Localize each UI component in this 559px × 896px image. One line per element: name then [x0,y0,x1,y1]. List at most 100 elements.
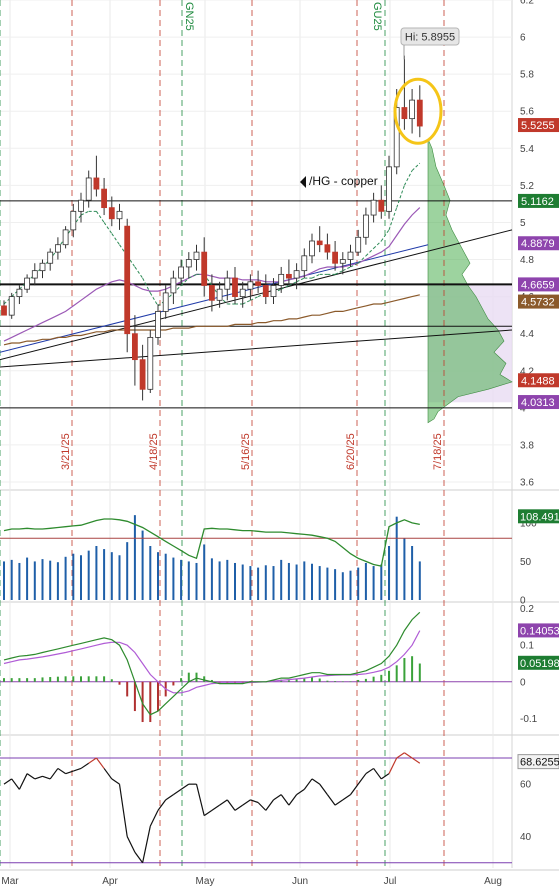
candle [401,107,408,120]
volume-bar [164,553,167,600]
y-tick-label: 4.2 [520,366,534,377]
volume-bar [180,559,183,600]
volume-bar [303,561,306,600]
trailing-stop-segment [80,210,89,216]
macd-histogram-bar [341,681,344,683]
volume-bar [364,562,367,600]
macd-panel [0,611,512,723]
oscillator-segment [26,773,36,780]
volume-bar [126,542,129,600]
x-tick-label-may: May [196,876,215,887]
price-tag-label: 5.1162 [521,196,554,208]
volume-bar [72,553,75,600]
volume-bar [264,565,267,600]
volume-bar [257,567,260,600]
price-tag-label: 4.1488 [521,375,555,387]
expiry-label: 4/18/25 [148,433,160,470]
contract-label: GN25 [183,2,195,31]
volume-profile-shape [427,138,513,424]
volume-bar [418,561,421,600]
y-tick-label: -0.1 [520,714,538,725]
volume-bar [318,566,321,600]
y-tick-label: 5.8 [520,70,534,81]
trailing-stop-segment [380,229,390,242]
oscillator-segment [334,799,344,806]
price-tag-box [518,236,559,251]
price-tag-label: 4.6659 [521,279,555,291]
candle [93,177,100,190]
y-tick-label: 0.1 [520,641,534,652]
oscillator-segment [380,773,390,780]
volume-bar [249,566,252,600]
expiry-label: 6/20/25 [345,433,357,470]
oscillator-segment [203,809,213,817]
value-tag-box [517,754,559,770]
y-tick-label: 100 [520,518,537,529]
candle [278,273,285,286]
macd-histogram-bar [149,681,152,723]
oscillator-segment [396,752,405,759]
candle [378,199,385,212]
grid-layer [0,0,559,871]
candle [201,251,208,286]
y-tick-label: 0.2 [520,604,534,615]
volume-bar [49,560,52,600]
symbol-marker-icon [300,176,306,188]
volume-bar [87,550,90,600]
volume-bar [341,572,344,600]
volume-bar [334,569,337,600]
oscillator-segment [118,784,128,837]
hi-label-box [400,27,460,46]
macd-histogram-bar [72,676,75,682]
oscillator-segment [111,778,120,785]
macd-histogram-bar [64,676,67,682]
candle [178,266,185,279]
volume-bar [280,559,283,600]
macd-histogram-bar [226,681,229,683]
trailing-stop-segment [11,288,20,297]
trailing-stop-segment [350,262,359,268]
candle [101,188,107,209]
macd-histogram-bar [87,676,90,682]
candle [170,277,177,294]
volume-bar [95,546,98,600]
candle [162,292,169,312]
oscillator-segment [234,804,244,811]
oscillator-segment [34,775,43,780]
candle [301,255,308,272]
candle [62,229,69,246]
macd-histogram-bar [218,681,221,683]
macd-histogram-bar [210,679,213,682]
volume-panel [0,515,512,600]
oscillator-segment [303,778,313,790]
volume-bar [41,559,44,600]
volume-bar [64,556,67,600]
macd-line [3,611,421,716]
macd-histogram-bar [411,656,414,682]
oscillator-segment [319,783,328,795]
expiry-label: 7/18/25 [432,433,444,470]
trailing-stop-segment [250,296,259,301]
macd-histogram-bar [172,681,175,686]
candle [332,251,339,264]
candle [309,240,315,257]
volume-bar [357,567,360,600]
trailing-stop-segment [357,255,367,264]
oscillator-segment [103,768,113,780]
oscillator-segment [250,799,259,804]
oscillator-segment [3,778,13,785]
macd-histogram-bar [18,678,21,682]
trailing-stop-segment [111,233,120,245]
candle [85,177,92,201]
y-tick-label: 4.8 [520,255,534,266]
expiry-label: 3/21/25 [60,433,72,470]
oscillator-segment [388,757,398,774]
macd-histogram-bar [195,672,198,682]
volume-profile [427,138,513,424]
candle [224,277,231,290]
price-tag-label: 4.8879 [521,238,555,250]
candle [147,336,154,390]
y-tick-label: 6.2 [520,0,534,7]
macd-histogram-bar [180,678,183,682]
candle [55,244,61,253]
